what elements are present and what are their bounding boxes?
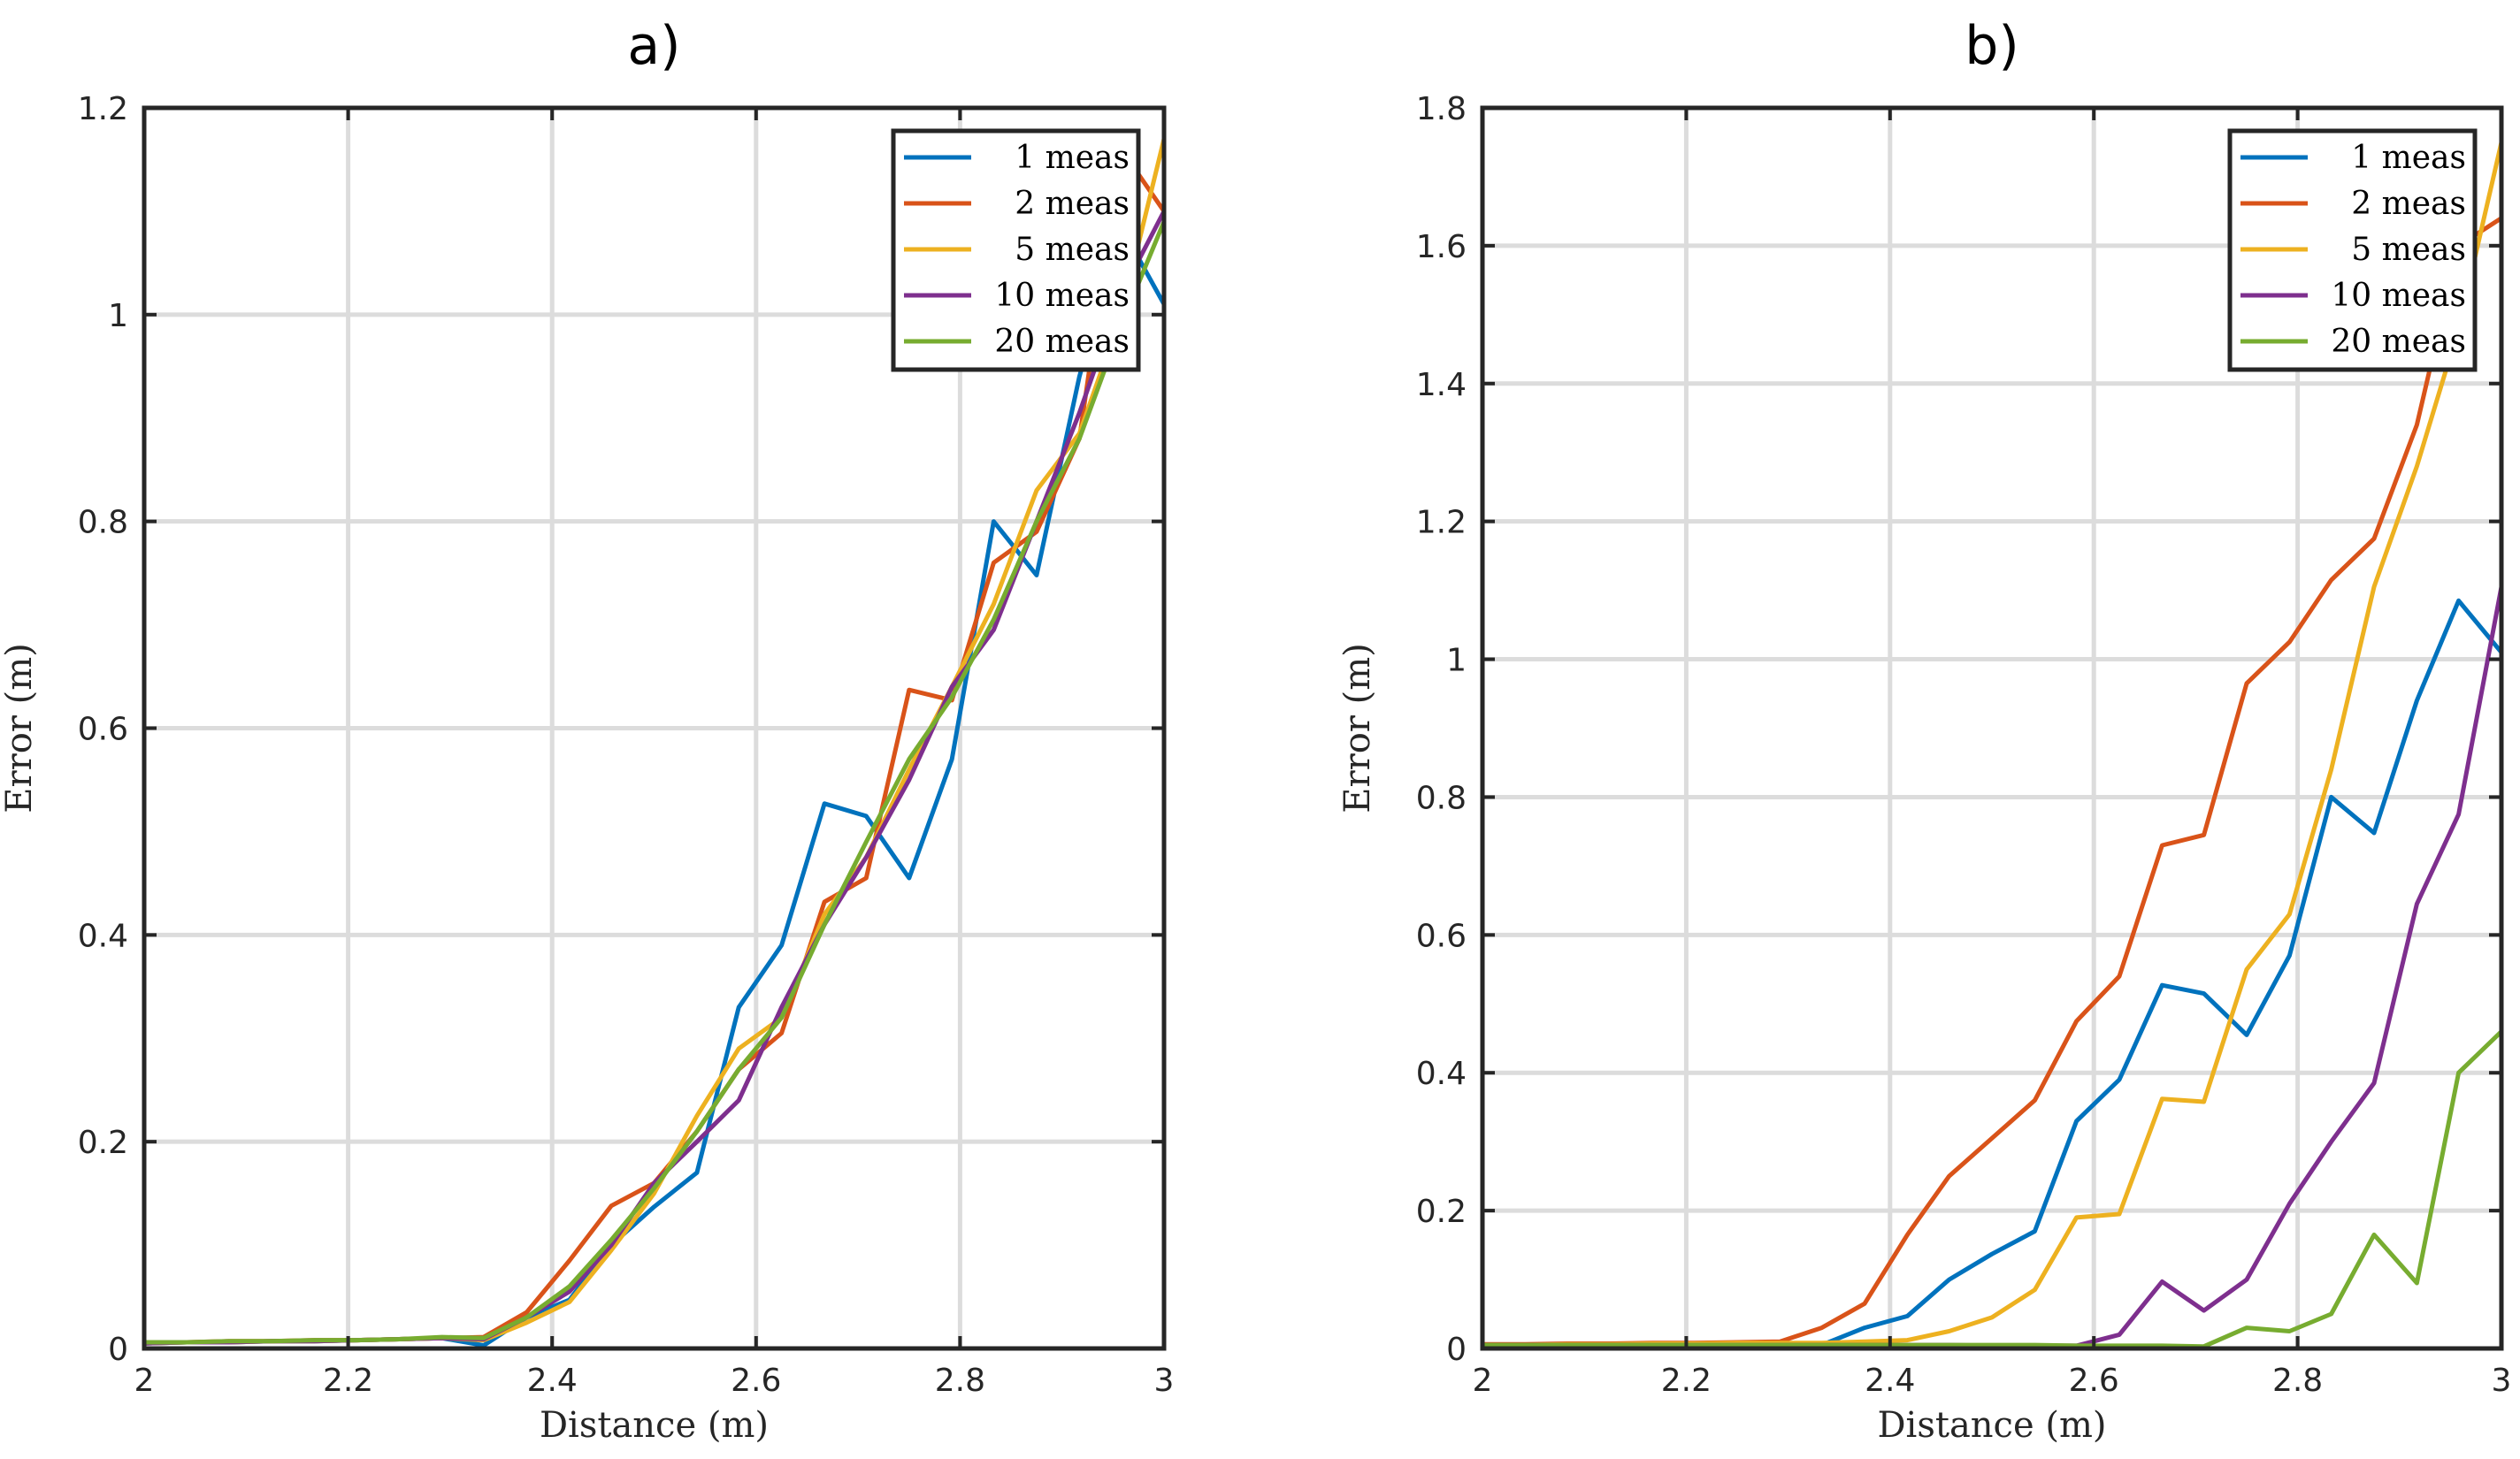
x-tick-label: 3 <box>1154 1363 1175 1399</box>
legend-label: 10 meas <box>2331 278 2466 314</box>
axes-frame <box>1480 105 2504 1351</box>
legend-label: 2 meas <box>2351 186 2466 222</box>
y-tick-label: 1.2 <box>1416 505 1467 541</box>
legend: 1 meas 2 meas 5 meas 10 meas 20 meas <box>2227 128 2478 372</box>
y-tick-label: 1.2 <box>78 91 128 127</box>
series-line-20-meas <box>144 219 1164 1345</box>
y-tick-label: 0.8 <box>78 505 128 541</box>
x-tick-label: 2.4 <box>527 1363 578 1399</box>
chart-title: a) <box>627 15 680 77</box>
y-axis-label: Error (m) <box>0 643 40 814</box>
x-tick-label: 3 <box>2492 1363 2512 1399</box>
series-group <box>144 136 1164 1348</box>
legend-label: 20 meas <box>2331 324 2466 360</box>
y-tick-label: 0.6 <box>1416 918 1467 954</box>
legend-label: 2 meas <box>1015 186 1130 222</box>
legend-label: 5 meas <box>2351 232 2466 268</box>
y-tick-label: 0.4 <box>1416 1056 1467 1092</box>
y-tick-label: 0.2 <box>78 1125 128 1161</box>
x-tick-label: 2 <box>134 1363 155 1399</box>
y-tick-label: 1.6 <box>1416 229 1467 265</box>
x-axis-label: Distance (m) <box>540 1405 769 1446</box>
y-tick-label: 0 <box>1446 1332 1467 1368</box>
y-tick-label: 1 <box>1446 643 1467 679</box>
y-tick-label: 0.8 <box>1416 780 1467 816</box>
series-line-20-meas <box>1482 1029 2501 1348</box>
y-axis-label: Error (m) <box>1337 643 1378 814</box>
legend-label: 5 meas <box>1015 232 1130 268</box>
y-tick-label: 1 <box>108 298 128 334</box>
legend-label: 20 meas <box>994 324 1130 360</box>
y-tick-label: 1.4 <box>1416 367 1467 403</box>
x-tick-label: 2.8 <box>935 1363 985 1399</box>
chart-b: 2 2.2 2.4 2.6 2.8 3 0 0.2 0.4 0.6 0.8 1 1.2 1.4 1.6 1.8… <box>1337 15 2511 1446</box>
chart-a: 2 2.2 2.4 2.6 2.8 3 0 0.2 0.4 0.6 0.8 1 1.2 a) Distanc… <box>0 15 1174 1446</box>
y-tick-label: 0.2 <box>1416 1194 1467 1230</box>
x-tick-label: 2.8 <box>2272 1363 2323 1399</box>
x-tick-label: 2.6 <box>2069 1363 2119 1399</box>
legend-label: 10 meas <box>994 278 1130 314</box>
legend-label: 1 meas <box>1015 140 1130 176</box>
x-tick-label: 2.2 <box>1661 1363 1712 1399</box>
legend-label: 1 meas <box>2351 140 2466 176</box>
x-tick-label: 2.4 <box>1865 1363 1915 1399</box>
series-group <box>1482 140 2501 1348</box>
y-tick-label: 0.4 <box>78 918 128 954</box>
y-tick-label: 1.8 <box>1416 91 1467 127</box>
x-tick-label: 2.2 <box>323 1363 373 1399</box>
x-axis-label: Distance (m) <box>1877 1405 2106 1446</box>
y-tick-label: 0.6 <box>78 712 128 748</box>
legend: 1 meas 2 meas 5 meas 10 meas 20 meas <box>891 128 1141 372</box>
y-tick-label: 0 <box>108 1332 128 1368</box>
x-tick-label: 2.6 <box>731 1363 781 1399</box>
x-tick-label: 2 <box>1473 1363 1493 1399</box>
chart-title: b) <box>1965 15 2019 77</box>
